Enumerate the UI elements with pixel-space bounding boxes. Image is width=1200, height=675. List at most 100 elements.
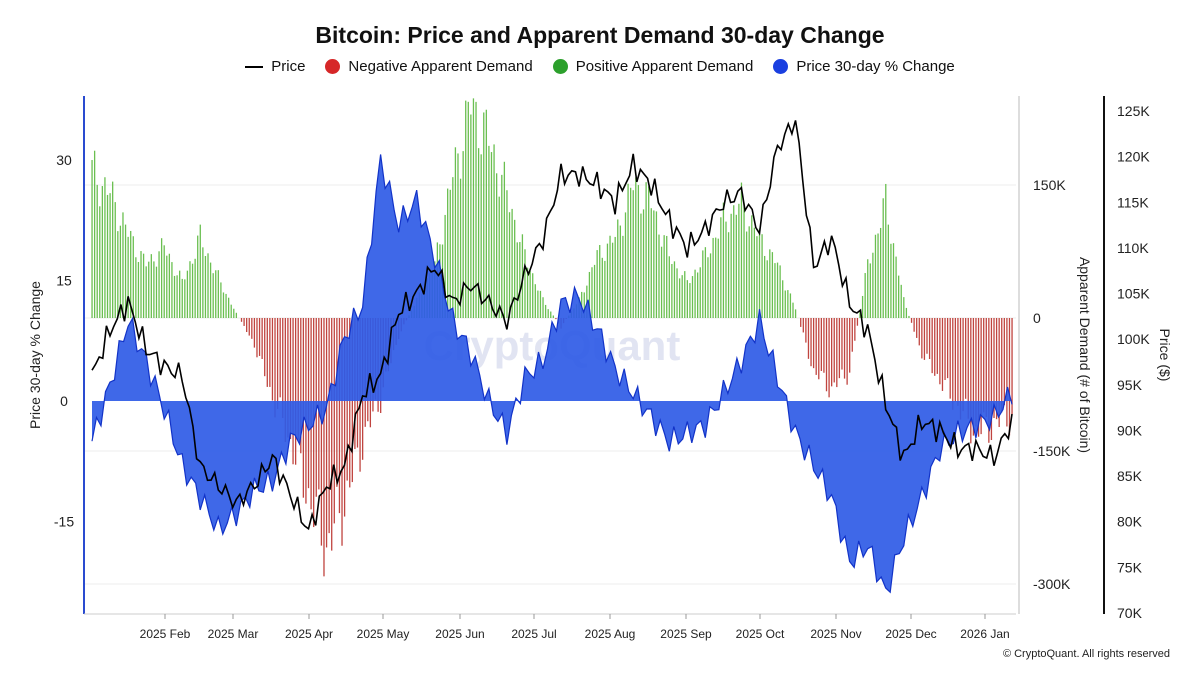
positive-demand-bar xyxy=(537,290,539,318)
negative-demand-bar xyxy=(825,318,828,392)
positive-demand-bar xyxy=(452,177,454,318)
positive-demand-bar xyxy=(686,280,688,318)
negative-demand-bar xyxy=(941,318,944,391)
price-tick-label: 90K xyxy=(1117,422,1143,438)
positive-demand-bar xyxy=(727,232,730,318)
positive-demand-bar xyxy=(444,214,446,318)
positive-demand-bar xyxy=(668,256,670,318)
positive-demand-bar xyxy=(599,245,601,318)
price-axis-title: Price ($) xyxy=(1157,329,1173,382)
positive-demand-bar xyxy=(472,98,475,318)
positive-demand-bar xyxy=(166,255,168,318)
positive-demand-bar xyxy=(480,154,482,318)
positive-demand-bar xyxy=(635,177,637,318)
positive-demand-bar xyxy=(230,304,232,318)
negative-demand-bar xyxy=(555,318,557,320)
positive-demand-bar xyxy=(215,270,217,318)
negative-demand-bar xyxy=(292,318,294,465)
legend-label-price-change: Price 30-day % Change xyxy=(796,58,955,75)
negative-demand-bar xyxy=(338,318,341,514)
positive-demand-bar xyxy=(629,187,632,318)
positive-demand-bar xyxy=(155,266,158,318)
price-tick-label: 95K xyxy=(1117,377,1143,393)
positive-demand-bar xyxy=(130,230,132,318)
legend-item-positive-demand[interactable]: Positive Apparent Demand xyxy=(552,58,753,75)
legend-item-negative-demand[interactable]: Negative Apparent Demand xyxy=(325,58,533,75)
negative-demand-bar xyxy=(276,318,279,409)
positive-demand-bar xyxy=(122,212,124,318)
positive-demand-bar xyxy=(877,233,879,318)
negative-demand-bar xyxy=(261,318,263,359)
positive-demand-bar xyxy=(112,181,114,318)
positive-demand-bar xyxy=(137,262,140,318)
tick-labels: 30 15 0 -15 150K 0 -150K -300K 125K 120K 115K 110K 1… xyxy=(27,103,1173,641)
negative-demand-bar xyxy=(800,318,802,327)
negative-demand-bar xyxy=(954,318,957,402)
positive-demand-bar xyxy=(648,186,650,318)
negative-demand-bar xyxy=(1008,318,1011,436)
positive-demand-bar xyxy=(655,211,658,318)
positive-demand-bar xyxy=(720,217,722,318)
negative-demand-bar xyxy=(1003,318,1005,406)
positive-demand-bar xyxy=(547,309,549,318)
price-line-layer xyxy=(91,120,1013,531)
negative-demand-bar xyxy=(972,318,975,436)
negative-demand-bar xyxy=(913,318,915,332)
negative-demand-bar xyxy=(807,318,810,359)
positive-demand-bar xyxy=(524,249,526,318)
positive-demand-bar xyxy=(153,261,155,318)
price-tick-label: 125K xyxy=(1117,103,1150,119)
negative-demand-bar xyxy=(843,318,846,379)
positive-demand-bar xyxy=(905,307,908,318)
positive-demand-bar xyxy=(707,257,709,318)
positive-demand-bar xyxy=(748,226,750,318)
price-tick-label: 70K xyxy=(1117,605,1143,621)
positive-demand-bar xyxy=(861,295,864,318)
left-tick-label: 0 xyxy=(60,393,68,409)
negative-demand-bar xyxy=(282,318,284,419)
negative-demand-bar xyxy=(343,318,346,517)
positive-demand-bar xyxy=(691,276,694,318)
positive-demand-bar xyxy=(184,279,186,318)
positive-demand-bar xyxy=(658,234,660,318)
positive-demand-bar xyxy=(462,151,464,318)
negative-demand-bar xyxy=(294,318,297,465)
positive-demand-bar xyxy=(617,219,619,318)
positive-demand-bar xyxy=(892,243,895,318)
price-line-swatch xyxy=(245,65,264,68)
x-tick-label: 2025 Sep xyxy=(660,627,712,641)
positive-demand-bar xyxy=(552,315,554,318)
positive-demand-bar xyxy=(699,267,701,318)
negative-demand-bar xyxy=(240,318,243,322)
positive-demand-bar xyxy=(606,243,609,318)
negative-demand-bar xyxy=(936,318,938,374)
legend-label-price: Price xyxy=(271,58,306,75)
positive-demand-bar xyxy=(859,311,861,318)
negative-demand-bar xyxy=(820,318,822,371)
positive-demand-bar xyxy=(867,259,869,318)
positive-demand-bar xyxy=(168,253,171,318)
negative-demand-bar xyxy=(931,318,933,374)
negative-demand-bar xyxy=(300,318,302,454)
positive-demand-bar xyxy=(140,251,142,318)
negative-demand-bar xyxy=(279,318,281,398)
positive-demand-bar xyxy=(91,159,93,318)
positive-demand-bar xyxy=(751,215,753,318)
positive-demand-bar xyxy=(697,272,699,318)
positive-demand-bar xyxy=(789,293,792,318)
legend-label-negative-demand: Negative Apparent Demand xyxy=(348,58,533,75)
legend-item-price-change[interactable]: Price 30-day % Change xyxy=(773,58,955,75)
positive-demand-dot xyxy=(552,59,568,74)
positive-demand-bar xyxy=(171,262,173,318)
negative-demand-bar xyxy=(833,318,835,383)
negative-demand-bar xyxy=(805,318,807,343)
negative-demand-bar xyxy=(251,318,253,339)
positive-demand-bar xyxy=(596,250,598,318)
positive-demand-bar xyxy=(498,196,500,318)
legend-item-price[interactable]: Price xyxy=(245,58,305,75)
x-tick-label: 2025 Apr xyxy=(285,627,333,641)
positive-demand-bar xyxy=(774,263,776,318)
positive-demand-bar xyxy=(645,182,647,318)
negative-demand-bar xyxy=(928,318,931,360)
positive-demand-bar xyxy=(624,212,627,318)
